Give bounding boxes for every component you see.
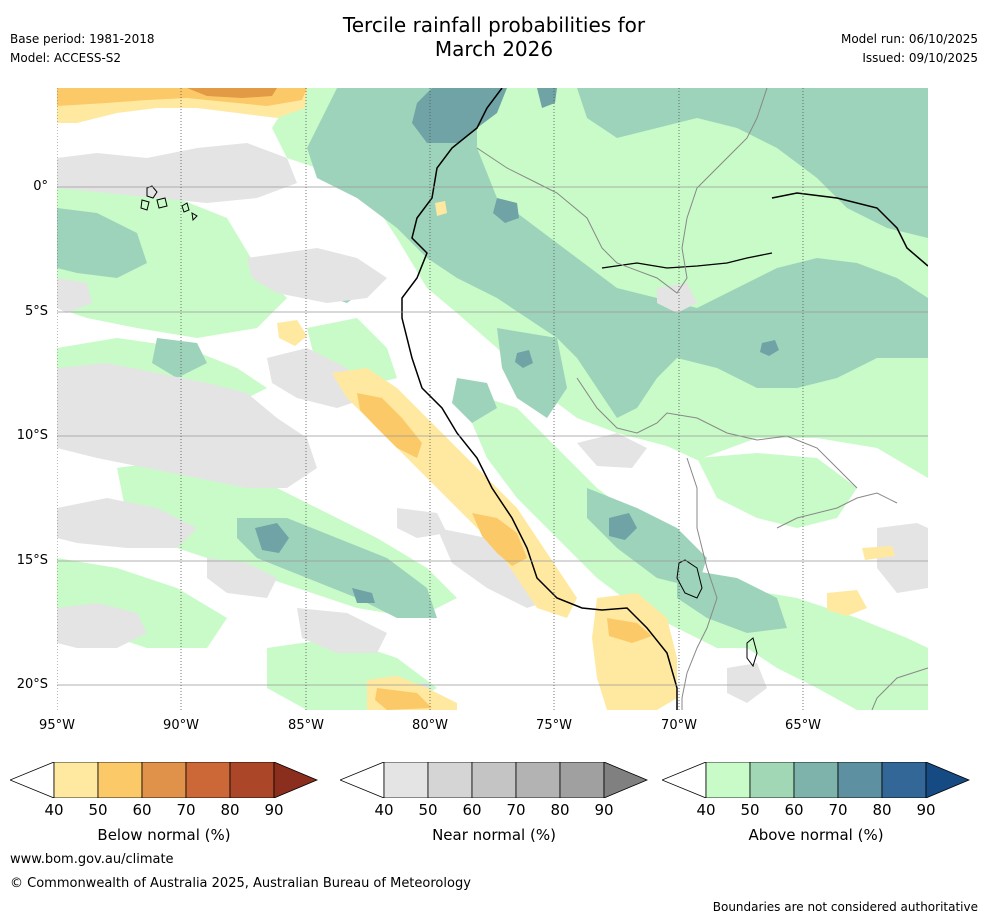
- below-tick-90: 90: [264, 801, 284, 819]
- below-colorbar-segment-70: [185, 762, 231, 798]
- below-tick-40: 40: [44, 801, 64, 819]
- below-colorbar-segment-40: [53, 762, 99, 798]
- below-colorbar-high-extension: [273, 762, 318, 798]
- near-normal-regions: [57, 143, 928, 710]
- above-tick-70: 70: [828, 801, 848, 819]
- above-normal-50-regions: [57, 88, 928, 633]
- above-colorbar-segment-80: [881, 762, 927, 798]
- latitude-gridlines: [57, 186, 928, 686]
- probability-map: [57, 88, 928, 710]
- above-colorbar-segment-60: [793, 762, 839, 798]
- below-colorbar-segment-60: [141, 762, 187, 798]
- title-line-1: Tercile rainfall probabilities for: [342, 13, 646, 37]
- lon-label-70w: 70°W: [661, 718, 697, 733]
- lon-label-90w: 90°W: [163, 718, 199, 733]
- below-normal-label: Below normal (%): [97, 826, 231, 844]
- above-normal-colorbar: [662, 762, 970, 798]
- above-tick-40: 40: [696, 801, 716, 819]
- near-tick-50: 50: [418, 801, 438, 819]
- below-colorbar-segment-80: [229, 762, 275, 798]
- near-colorbar-segment-50: [427, 762, 473, 798]
- country-border-east: [776, 492, 898, 529]
- near-colorbar-low-extension: [340, 762, 385, 798]
- near-normal-label: Near normal (%): [432, 826, 556, 844]
- country-border-north: [476, 88, 768, 294]
- below-normal-60-regions: [187, 88, 277, 98]
- map-title: Tercile rainfall probabilities for March…: [0, 13, 988, 61]
- above-colorbar-low-extension: [662, 762, 707, 798]
- issued-text: Issued: 09/10/2025: [862, 51, 978, 65]
- near-colorbar-segment-80: [559, 762, 605, 798]
- model-text: Model: ACCESS-S2: [10, 51, 122, 65]
- near-tick-70: 70: [506, 801, 526, 819]
- base-period-text: Base period: 1981-2018: [10, 32, 155, 46]
- near-colorbar-segment-70: [515, 762, 561, 798]
- south-america-coastline: [401, 88, 678, 710]
- near-tick-40: 40: [374, 801, 394, 819]
- near-normal-colorbar: [340, 762, 648, 798]
- lon-label-65w: 65°W: [785, 718, 821, 733]
- lat-label-10s: 10°S: [16, 428, 48, 443]
- above-colorbar-segment-50: [749, 762, 795, 798]
- above-normal-60-regions: [255, 88, 779, 603]
- country-border-south: [681, 457, 718, 710]
- above-tick-90: 90: [916, 801, 936, 819]
- above-tick-80: 80: [872, 801, 892, 819]
- above-colorbar-high-extension: [925, 762, 970, 798]
- near-colorbar-segment-60: [471, 762, 517, 798]
- website-link[interactable]: www.bom.gov.au/climate: [10, 852, 174, 867]
- near-tick-60: 60: [462, 801, 482, 819]
- model-run-text: Model run: 06/10/2025: [840, 32, 978, 46]
- country-border-central: [576, 377, 858, 489]
- above-tick-60: 60: [784, 801, 804, 819]
- below-normal-colorbar: [10, 762, 318, 798]
- lon-label-75w: 75°W: [536, 718, 572, 733]
- lon-label-80w: 80°W: [412, 718, 448, 733]
- near-colorbar-segment-40: [383, 762, 429, 798]
- lat-label-5s: 5°S: [24, 304, 48, 319]
- lat-label-15s: 15°S: [16, 553, 48, 568]
- amazon-river-coast: [771, 192, 928, 267]
- galapagos-islands: [140, 185, 198, 222]
- below-tick-70: 70: [176, 801, 196, 819]
- lat-label-20s: 20°S: [16, 677, 48, 692]
- above-colorbar-segment-40: [705, 762, 751, 798]
- near-colorbar-high-extension: [603, 762, 648, 798]
- lat-label-0: 0°: [33, 179, 48, 194]
- below-colorbar-low-extension: [10, 762, 55, 798]
- below-tick-50: 50: [88, 801, 108, 819]
- boundaries: [140, 88, 928, 710]
- near-tick-80: 80: [550, 801, 570, 819]
- above-normal-label: Above normal (%): [748, 826, 884, 844]
- below-colorbar-segment-50: [97, 762, 143, 798]
- amazon-river: [601, 252, 773, 269]
- lon-label-85w: 85°W: [288, 718, 324, 733]
- country-border-southeast: [871, 667, 928, 710]
- near-tick-90: 90: [594, 801, 614, 819]
- copyright-text: © Commonwealth of Australia 2025, Austra…: [10, 876, 471, 891]
- below-tick-60: 60: [132, 801, 152, 819]
- disclaimer-text: Boundaries are not considered authoritat…: [712, 900, 978, 914]
- above-tick-50: 50: [740, 801, 760, 819]
- title-line-2: March 2026: [434, 37, 554, 61]
- lake-poopo: [746, 637, 758, 668]
- lon-label-95w: 95°W: [39, 718, 75, 733]
- below-tick-80: 80: [220, 801, 240, 819]
- above-colorbar-segment-70: [837, 762, 883, 798]
